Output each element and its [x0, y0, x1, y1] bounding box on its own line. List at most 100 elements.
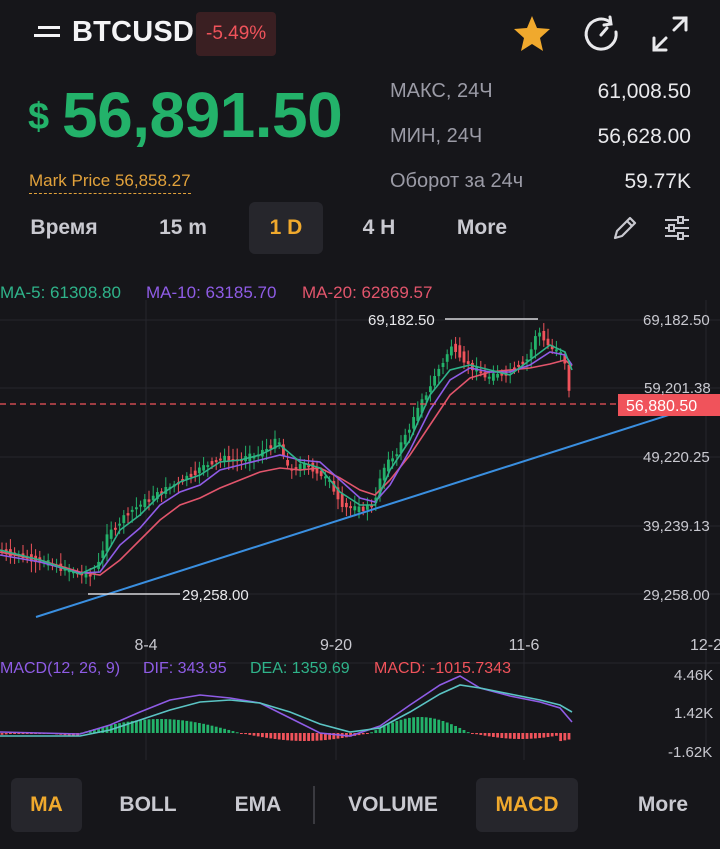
- macd-bar: [513, 733, 516, 739]
- macd-bar: [567, 733, 571, 740]
- price-tick: 49,220.25: [643, 449, 710, 466]
- macd-bar: [550, 733, 554, 737]
- tab-time[interactable]: Время: [30, 216, 98, 239]
- macd-bar: [424, 717, 428, 733]
- macd-bar: [303, 733, 306, 741]
- macd-bar: [429, 717, 432, 733]
- ma10-line: [0, 351, 573, 574]
- favorite-button[interactable]: [510, 14, 554, 54]
- tab-15m[interactable]: 15 m: [159, 216, 207, 239]
- macd-bar: [370, 732, 373, 734]
- macd-bar: [139, 720, 142, 733]
- macd-bar: [231, 731, 235, 733]
- candlestick-chart[interactable]: 69,182.50 29,258.00 56,880.50 69,182.50 …: [0, 270, 720, 770]
- tab-4h[interactable]: 4 H: [362, 216, 396, 239]
- indicator-macd[interactable]: MACD: [476, 778, 578, 832]
- candle: [412, 417, 415, 429]
- stat-high-label: МАКС, 24Ч: [390, 80, 493, 102]
- macd-bar: [105, 725, 109, 733]
- ma20-line: [0, 359, 573, 576]
- macd-bar: [542, 733, 546, 738]
- macd-bar: [206, 724, 210, 733]
- menu-icon[interactable]: [32, 22, 62, 48]
- candle: [118, 523, 121, 526]
- candle: [147, 499, 151, 502]
- expand-icon: [652, 16, 688, 52]
- macd-bar: [240, 733, 243, 734]
- macd-tick: 1.42K: [674, 705, 713, 722]
- indicator-more[interactable]: More: [637, 793, 689, 816]
- macd-bar: [483, 733, 487, 736]
- candle: [399, 442, 403, 454]
- macd-bar: [454, 726, 457, 733]
- macd-bar: [101, 726, 105, 733]
- refresh-button[interactable]: [580, 14, 624, 54]
- macd-bar: [214, 726, 218, 733]
- candle: [311, 462, 315, 472]
- candle: [151, 495, 155, 501]
- macd-bar: [529, 733, 533, 739]
- indicator-ma[interactable]: MA: [11, 778, 82, 832]
- candle: [395, 454, 399, 457]
- trend-line: [35, 404, 701, 618]
- candles: [0, 323, 571, 587]
- macd-bar: [462, 730, 466, 733]
- stat-turnover-label: Оборот за 24ч: [390, 170, 524, 192]
- macd-bar: [9, 733, 12, 735]
- candle: [546, 338, 550, 346]
- macd-bar: [538, 733, 541, 739]
- macd-bar: [534, 733, 537, 739]
- candle: [105, 534, 109, 552]
- candle: [479, 371, 483, 374]
- macd-bar: [210, 725, 214, 733]
- macd-bar: [277, 733, 281, 740]
- candle: [282, 444, 285, 457]
- candle: [492, 373, 495, 381]
- candle: [84, 571, 88, 578]
- candle: [538, 332, 541, 337]
- macd-bar: [420, 717, 424, 733]
- candle: [466, 361, 470, 364]
- macd-bar: [408, 717, 411, 733]
- macd-bar: [126, 721, 130, 733]
- macd-bar: [374, 730, 378, 733]
- macd-bar: [471, 733, 474, 734]
- candle: [185, 475, 189, 480]
- candle: [357, 506, 361, 513]
- candle: [370, 505, 373, 508]
- tab-1d[interactable]: 1 D: [249, 202, 323, 254]
- current-price-tag: 56,880.50: [626, 398, 697, 415]
- symbol-title[interactable]: BTCUSD: [72, 16, 195, 48]
- indicator-volume[interactable]: VOLUME: [348, 793, 438, 816]
- candle: [143, 499, 147, 508]
- macd-bar: [252, 733, 256, 736]
- candle: [361, 506, 365, 512]
- mark-price[interactable]: Mark Price 56,858.27: [29, 171, 191, 194]
- candle: [471, 362, 474, 371]
- macd-bar: [177, 719, 180, 733]
- tab-more[interactable]: More: [456, 216, 508, 239]
- macd-tick: 4.46K: [674, 667, 713, 684]
- candle: [286, 460, 289, 466]
- candle: [319, 470, 323, 477]
- fullscreen-button[interactable]: [648, 14, 692, 54]
- macd-bar: [151, 719, 155, 733]
- candle: [487, 376, 491, 379]
- macd-bar: [555, 733, 558, 736]
- macd-bar: [416, 717, 420, 733]
- stat-turnover-value: 59.77K: [624, 170, 691, 193]
- macd-bar: [496, 733, 499, 738]
- macd-bar: [349, 733, 352, 737]
- candle: [307, 465, 310, 468]
- star-icon: [514, 16, 550, 51]
- macd-bar: [546, 733, 550, 738]
- sliders-icon[interactable]: [662, 213, 692, 243]
- candle: [336, 487, 340, 500]
- macd-bar: [244, 733, 247, 735]
- indicator-boll[interactable]: BOLL: [119, 793, 177, 816]
- candle: [277, 442, 281, 445]
- indicator-ema[interactable]: EMA: [234, 793, 282, 816]
- macd-bar: [433, 718, 436, 733]
- candle: [550, 345, 554, 350]
- pencil-icon[interactable]: [610, 213, 640, 243]
